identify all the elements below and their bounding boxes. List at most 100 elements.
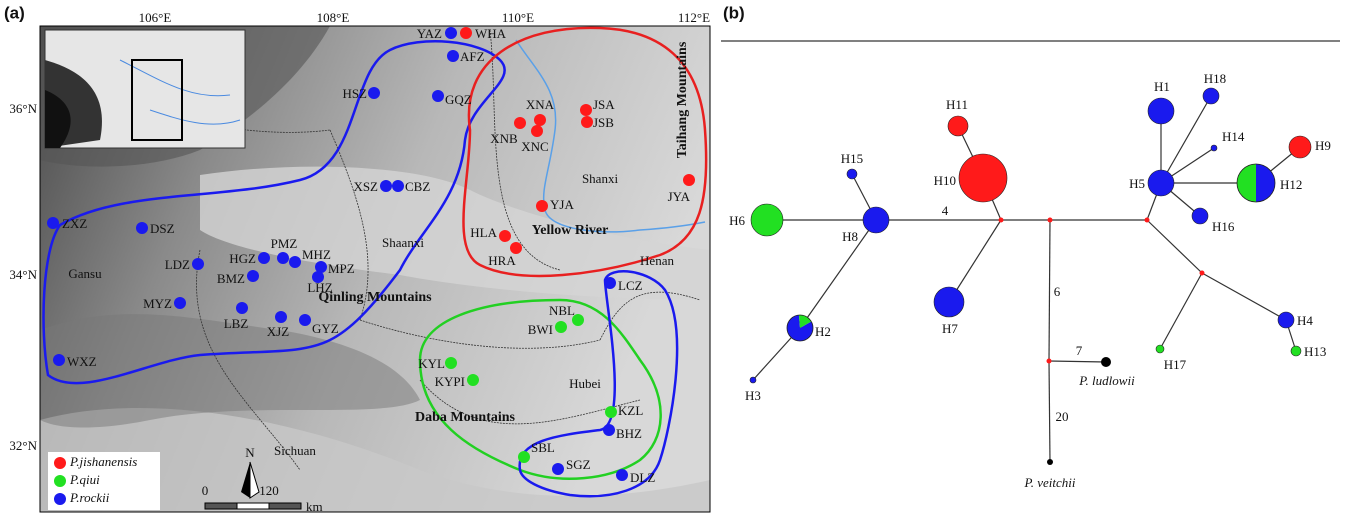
mutation-count: 7 [1076, 343, 1083, 358]
haplotype-label: H7 [942, 321, 958, 336]
haplotype-slice [1237, 164, 1256, 202]
haplotype-node [1289, 136, 1311, 158]
site-marker [552, 463, 564, 475]
site-marker [258, 252, 270, 264]
site-label: MPZ [328, 261, 355, 276]
haplotype-label: H14 [1222, 129, 1245, 144]
site-marker [536, 200, 548, 212]
site-marker [555, 321, 567, 333]
site-marker [581, 116, 593, 128]
haplotype-node [847, 169, 857, 179]
legend-marker [54, 457, 66, 469]
haplotype-node [1148, 170, 1174, 196]
site-label: HGZ [229, 251, 256, 266]
haplotype-label: H10 [934, 173, 956, 188]
site-marker [518, 451, 530, 463]
mutation-count: 6 [1054, 284, 1061, 299]
mutation-count: 4 [942, 203, 949, 218]
haplotype-node [863, 207, 889, 233]
feature-label: Qinling Mountains [318, 290, 432, 305]
haplotype-node [1192, 208, 1208, 224]
site-marker [499, 230, 511, 242]
site-marker [136, 222, 148, 234]
site-marker [445, 27, 457, 39]
site-label: MYZ [143, 296, 172, 311]
median-vector [1145, 218, 1150, 223]
lat-tick-label: 36°N [9, 101, 37, 116]
site-marker [683, 174, 695, 186]
scale-label: 0 [202, 483, 209, 498]
lon-tick-label: 106°E [139, 10, 172, 25]
site-marker [467, 374, 479, 386]
legend-marker [54, 475, 66, 487]
network-edge [1049, 361, 1050, 462]
network-edge [1160, 273, 1202, 349]
region-label: Gansu [68, 266, 102, 281]
site-label: MHZ [302, 247, 331, 262]
site-label: KYL [418, 356, 445, 371]
region-label: Hubei [569, 376, 601, 391]
figure: (a) (b) 106°E108°E110°E112°E36°N34°N32°N… [0, 0, 1346, 519]
lon-tick-label: 108°E [317, 10, 350, 25]
site-marker [531, 125, 543, 137]
outgroup-label: P. ludlowii [1078, 373, 1135, 388]
median-vector [1048, 218, 1053, 223]
site-marker [605, 406, 617, 418]
site-label: AFZ [460, 49, 485, 64]
haplotype-label: H13 [1304, 344, 1326, 359]
site-label: XSZ [353, 179, 378, 194]
site-marker [534, 114, 546, 126]
mutation-count: 20 [1056, 409, 1069, 424]
site-label: JYA [668, 189, 691, 204]
site-marker [236, 302, 248, 314]
haplotype-label: H8 [842, 229, 858, 244]
haplotype-label: H1 [1154, 79, 1170, 94]
site-label: SGZ [566, 457, 591, 472]
site-label: GYZ [312, 321, 339, 336]
site-marker [447, 50, 459, 62]
site-label: PMZ [271, 236, 298, 251]
feature-label: Daba Mountains [415, 410, 516, 425]
north-label: N [245, 445, 255, 460]
haplotype-node [750, 377, 756, 383]
site-label: DLZ [630, 470, 655, 485]
feature-label: Yellow River [532, 223, 609, 238]
haplotype-label: H18 [1204, 71, 1226, 86]
site-label: HSZ [342, 86, 367, 101]
network-edge [1049, 361, 1106, 362]
site-marker [289, 256, 301, 268]
panel-label: (b) [723, 3, 745, 22]
legend-label: P.jishanensis [69, 454, 137, 469]
legend-label: P.qiui [69, 472, 100, 487]
site-marker [380, 180, 392, 192]
outgroup-node [1101, 357, 1111, 367]
site-label: JSA [593, 97, 615, 112]
panel-label: (a) [4, 3, 25, 22]
site-marker [392, 180, 404, 192]
site-label: YJA [550, 197, 574, 212]
site-label: BWI [528, 322, 553, 337]
site-label: KZL [618, 403, 643, 418]
scale-label: km [306, 499, 323, 514]
site-label: XNC [521, 139, 548, 154]
network-edge [1202, 273, 1286, 320]
haplotype-node [1291, 346, 1301, 356]
site-marker [275, 311, 287, 323]
haplotype-label: H2 [815, 324, 831, 339]
site-marker [277, 252, 289, 264]
site-label: KYPI [435, 374, 465, 389]
site-marker [616, 469, 628, 481]
median-vector [999, 218, 1004, 223]
site-label: BMZ [217, 271, 245, 286]
site-label: HRA [488, 253, 516, 268]
haplotype-node [959, 154, 1007, 202]
haplotype-label: H4 [1297, 313, 1313, 328]
haplotype-node [948, 116, 968, 136]
site-marker [368, 87, 380, 99]
site-marker [604, 277, 616, 289]
haplotype-node [934, 287, 964, 317]
haplotype-node [1211, 145, 1217, 151]
site-marker [432, 90, 444, 102]
haplotype-label: H3 [745, 388, 761, 403]
site-marker [192, 258, 204, 270]
